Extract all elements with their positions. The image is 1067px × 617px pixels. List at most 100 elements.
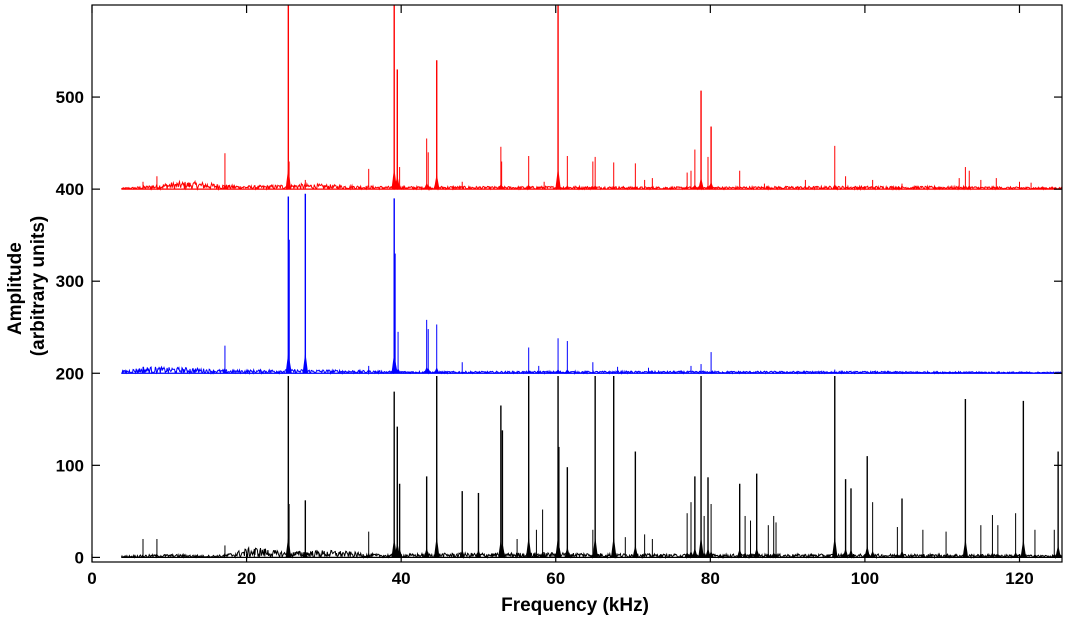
series-2-peak-55-base (978, 553, 984, 558)
y-axis-label-line-1: Amplitude (5, 242, 26, 335)
series-2-peak-11-base (423, 547, 430, 558)
series-2-peak-7-base (365, 554, 372, 558)
series-0-peak-28-base (692, 184, 698, 190)
y-axis-label: Amplitude (arbitrary units) (5, 216, 49, 356)
series-0-peak-22-base (611, 185, 617, 190)
series-2-peak-28-base (632, 544, 639, 558)
plot-frame (91, 4, 1063, 563)
series-2-peak-53-base (943, 554, 949, 558)
series-2-peak-14-base (475, 549, 482, 558)
series-1-peak-8-base (395, 368, 401, 374)
y-tick-label-4: 400 (56, 180, 84, 199)
series-1-noise-floor (121, 365, 1063, 376)
x-tick-label-2: 40 (392, 569, 411, 588)
series-0-peak-3-base (285, 167, 292, 190)
series-2-peak-42-base (765, 553, 771, 558)
series-2-peak-45-base (832, 535, 838, 558)
series-2-peak-50-base (894, 553, 901, 558)
series-0-peak-4-base (286, 185, 292, 190)
series-layer (120, 5, 1063, 560)
x-tick-label-3: 60 (546, 569, 565, 588)
series-2-peak-62-base (1055, 544, 1061, 558)
x-tick-label-4: 80 (701, 569, 720, 588)
series-2-peak-23-base (564, 546, 571, 558)
series-1-peak-15-base (555, 369, 561, 374)
y-tick-label-3: 300 (56, 272, 84, 291)
series-1-peak-3-base (286, 357, 292, 374)
series-2-peak-57-base (995, 553, 1001, 558)
series-2-peak-52-base (920, 554, 926, 558)
series-2-peak-38-base (736, 548, 743, 558)
series-2-peak-51-base (899, 550, 905, 558)
series-1-peak-16-base (564, 369, 571, 374)
x-tick-label-1: 20 (237, 569, 256, 588)
y-axis-label-line-2: (arbitrary units) (28, 216, 49, 356)
series-2-peak-19-base (533, 554, 540, 558)
y-tick-label-5: 500 (56, 88, 84, 107)
series-1 (121, 193, 1063, 376)
series-2-peak-41-base (753, 547, 760, 558)
series-0 (121, 5, 1063, 192)
x-axis-label: Frequency (kHz) (501, 595, 649, 616)
series-2-peak-48-base (864, 545, 870, 558)
x-tick-label-0: 0 (87, 569, 96, 588)
series-2-peak-47-base (848, 549, 854, 558)
series-0-peak-35-base (832, 183, 838, 190)
series-2-peak-44-base (773, 553, 779, 558)
y-tick-label-1: 100 (56, 456, 84, 475)
series-2-peak-18-base (525, 535, 532, 558)
series-2 (120, 376, 1063, 560)
ticks-layer: 0 20 40 60 80 100 120 0 100 200 300 400 500 (56, 5, 1062, 588)
series-2-peak-36-base (705, 547, 711, 558)
series-0-peak-16-base (525, 185, 532, 190)
y-tick-label-2: 200 (56, 364, 84, 383)
series-2-peak-13-base (459, 549, 465, 558)
series-2-peak-16-base (499, 542, 506, 558)
series-0-peak-18-base (555, 167, 561, 190)
series-2-peak-58-base (1012, 552, 1019, 558)
series-0-peak-11-base (425, 184, 431, 190)
series-2-peak-5-base (286, 550, 292, 558)
series-2-peak-35-base (701, 552, 707, 558)
axes-layer (91, 4, 1063, 563)
series-2-peak-54-base (962, 538, 969, 558)
series-2-peak-49-base (869, 550, 876, 558)
series-2-peak-32-base (688, 550, 694, 558)
series-2-peak-26-base (611, 535, 617, 558)
series-0-peak-23-base (632, 186, 639, 190)
series-2-peak-34-base (698, 535, 704, 558)
series-0-peak-31-base (708, 181, 714, 190)
series-2-peak-22-base (556, 544, 562, 558)
series-0-noise-floor (121, 179, 1063, 192)
series-0-peak-29-base (698, 177, 704, 190)
series-0-peak-12-base (434, 173, 440, 190)
series-1-peak-7-base (392, 358, 398, 374)
y-tick-label-0: 0 (75, 548, 84, 567)
series-2-peak-31-base (684, 552, 690, 558)
series-2-peak-40-base (747, 552, 754, 558)
series-2-peak-59-base (1020, 538, 1027, 558)
series-2-peak-33-base (692, 547, 698, 558)
x-tick-label-5: 100 (851, 569, 879, 588)
series-1-peak-13-base (525, 370, 532, 374)
series-0-peak-8-base (394, 174, 401, 190)
series-0-peak-7-base (391, 167, 397, 190)
series-2-peak-56-base (989, 552, 996, 558)
series-2-peak-4-base (285, 535, 292, 558)
series-0-peak-19-base (564, 185, 571, 190)
series-0-peak-21-base (592, 185, 598, 190)
series-0-peak-15-base (498, 185, 505, 190)
series-1-peak-11-base (434, 367, 440, 374)
series-2-peak-60-base (1032, 554, 1038, 558)
x-tick-label-6: 120 (1005, 569, 1033, 588)
series-1-peak-4-base (302, 351, 309, 374)
series-1-peak-10-base (425, 367, 431, 374)
series-2-peak-20-base (539, 551, 546, 558)
series-2-peak-25-base (592, 535, 598, 558)
series-1-peak-1-base (222, 369, 228, 374)
series-2-peak-6-base (302, 550, 309, 558)
series-0-peak-2-base (222, 184, 228, 190)
series-2-peak-46-base (842, 548, 849, 558)
series-2-peak-12-base (434, 535, 440, 558)
